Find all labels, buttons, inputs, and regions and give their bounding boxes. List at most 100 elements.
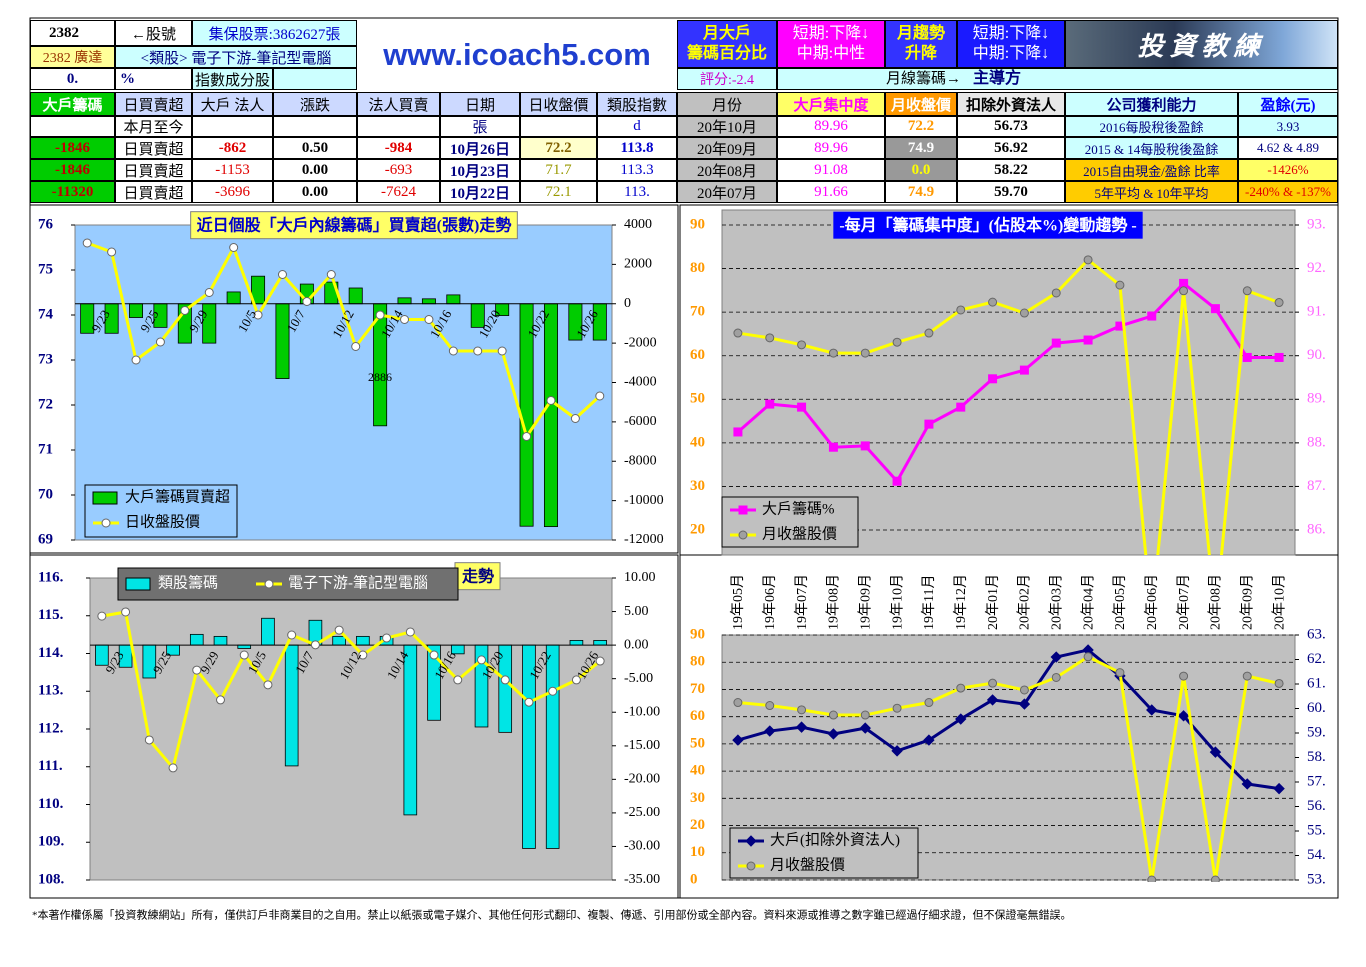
marker	[382, 633, 392, 643]
table-cell: -1846	[30, 137, 115, 159]
stock-name: 2382 廣達	[30, 46, 115, 68]
x-tick-label: 20年01月	[985, 574, 1001, 630]
table-cell: 20年09月	[677, 137, 777, 159]
column-header: 公司獲利能力	[1065, 92, 1238, 116]
y2-tick-label: 0.00	[624, 637, 649, 652]
major-trend: 短期:下降↓ 中期:中性	[777, 20, 885, 68]
x-tick-label: 19年08月	[826, 574, 842, 630]
bar	[593, 640, 607, 646]
line: 短期:下降↓	[972, 25, 1050, 42]
marker	[956, 402, 966, 412]
y2-tick-label: -10000	[624, 493, 664, 508]
table-cell: 56.73	[957, 116, 1065, 137]
marker	[473, 346, 483, 356]
marker	[956, 683, 966, 693]
y2-tick-label: 90.	[1307, 347, 1326, 363]
marker	[924, 419, 934, 429]
table-cell: -1426%	[1238, 159, 1338, 181]
y-tick-label: 115.	[38, 607, 64, 623]
x-tick-label: 20年10月	[1271, 574, 1287, 630]
chart: 20 30 40 50 60 70 80 90 86. 87. 88. 89. 90. 91. 92. 93.…	[690, 209, 1326, 630]
monthly-chips-row: 月線籌碼→ 主導方	[777, 68, 1338, 90]
x-tick-label: 19年10月	[889, 574, 905, 630]
marker	[168, 763, 178, 773]
x-tick-label: 20年08月	[1208, 574, 1224, 630]
table-cell: 2015自由現金/盈餘 比率	[1065, 159, 1238, 181]
marker	[264, 579, 274, 589]
marker	[828, 710, 838, 720]
y2-tick-label: 55.	[1307, 822, 1326, 838]
x-tick-label: 20年05月	[1112, 574, 1128, 630]
table-cell: 91.66	[777, 181, 885, 203]
bar	[213, 635, 228, 646]
y2-tick-label: 53.	[1307, 871, 1326, 887]
table-cell: 20年10月	[677, 116, 777, 137]
table-cell: 72.2	[885, 116, 957, 137]
code-label: ←股號	[115, 20, 192, 46]
y2-tick-label: 59.	[1307, 724, 1326, 740]
y-tick-label: 90	[690, 626, 705, 642]
y-tick-label: 10	[690, 844, 705, 860]
y2-tick-label: 57.	[1307, 773, 1326, 789]
marker	[571, 675, 581, 685]
marker	[1083, 255, 1093, 265]
bar	[261, 617, 275, 646]
footer: *本著作權係屬「投資教練網站」所有，僅供訂戶非商業目的之自用。禁止以紙張或電子媒…	[32, 908, 1072, 922]
y-tick-label: 30	[690, 790, 705, 806]
marker	[405, 627, 415, 637]
marker	[107, 247, 117, 257]
table-cell: 日買賣超	[115, 137, 192, 159]
y2-tick-label: 10.00	[624, 570, 656, 585]
line	[737, 648, 1280, 791]
bar	[543, 303, 558, 528]
marker	[477, 655, 486, 665]
monthly-major: 月大戶 籌碼百分比	[677, 20, 777, 68]
x-tick-label: 19年11月	[921, 575, 937, 630]
table-cell: 91.08	[777, 159, 885, 181]
marker	[204, 288, 214, 297]
y-tick-label: 70	[38, 486, 53, 502]
y-tick-label: 74	[38, 306, 54, 322]
marker	[797, 705, 807, 715]
y-tick-label: 72	[38, 396, 53, 412]
table-cell: 2015 & 14每股稅後盈餘	[1065, 137, 1238, 159]
column-header: 類股指數	[597, 92, 677, 116]
marker	[287, 630, 297, 640]
marker	[988, 374, 998, 384]
y2-tick-label: 5.00	[624, 604, 649, 619]
x-tick-label: 20年09月	[1239, 574, 1255, 630]
marker	[229, 243, 239, 252]
title-box	[190, 211, 518, 240]
marker	[1242, 286, 1252, 296]
marker	[732, 734, 744, 746]
y-tick-label: 50	[690, 391, 705, 407]
marker	[424, 315, 434, 324]
marker	[1177, 710, 1190, 722]
sector: <類股> 電子下游-筆記型電腦	[115, 46, 357, 68]
y2-tick-label: 0	[624, 296, 631, 311]
chart-title: -每月「籌碼集中度」(佔股本%)變動趨勢 -	[839, 216, 1136, 235]
marker	[1051, 672, 1061, 682]
y2-tick-label: -6000	[624, 414, 657, 429]
y2-tick-label: -12000	[624, 532, 664, 547]
y2-tick-label: -25.00	[624, 805, 660, 820]
legend-label: 大戶籌碼%	[762, 500, 835, 517]
marker	[859, 722, 871, 734]
marker	[310, 640, 320, 650]
legend-label: 類股籌碼	[158, 574, 218, 591]
title-box	[833, 211, 1143, 239]
table-cell: 0.00	[273, 181, 357, 203]
marker	[764, 725, 776, 737]
marker	[595, 391, 605, 401]
stock-code: 2382	[30, 20, 115, 46]
legend-box	[729, 827, 919, 879]
table-cell: -862	[192, 137, 273, 159]
y2-tick-label: -35.00	[624, 872, 660, 887]
marker	[144, 735, 154, 745]
bar	[226, 291, 241, 305]
line	[86, 241, 601, 440]
marker	[448, 346, 458, 356]
marker	[546, 396, 556, 405]
table-cell: 0.00	[273, 159, 357, 181]
table-cell: 10月26日	[440, 137, 520, 159]
